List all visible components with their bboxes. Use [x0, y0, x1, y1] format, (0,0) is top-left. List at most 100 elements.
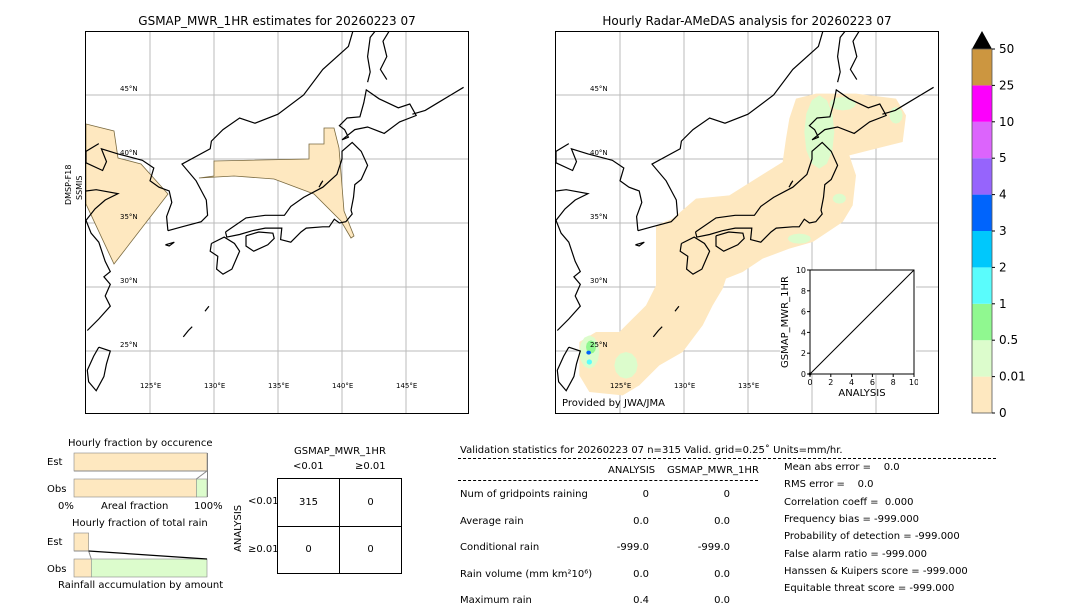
- lat-label: 35°N: [120, 213, 138, 221]
- coastline-kyushu: [209, 236, 241, 275]
- x-tick-label: 4: [849, 378, 854, 387]
- contingency-cell: 0: [367, 497, 374, 508]
- contingency-row-label-1: ≥0.01: [248, 544, 279, 555]
- lon-label: 125°E: [610, 382, 632, 390]
- coastline-china: [555, 189, 590, 331]
- right-map-canvas: [555, 23, 938, 413]
- left-map-title: GSMAP_MWR_1HR estimates for 20260223 07: [138, 14, 416, 28]
- contingency-title: GSMAP_MWR_1HR: [294, 446, 386, 457]
- occurrence-bars: [73, 452, 208, 498]
- lat-label: 25°N: [590, 341, 608, 349]
- colorbar-tick-label: 2: [999, 260, 1007, 274]
- colorbar-tick-label: 4: [999, 188, 1007, 202]
- coastline-korea: [167, 24, 356, 232]
- stats-row-label: Average rain: [460, 515, 524, 527]
- colorbar-segment: [972, 376, 992, 413]
- lat-label: 25°N: [120, 341, 138, 349]
- coastline-shikoku: [715, 231, 745, 252]
- colorbar-segment: [972, 303, 992, 341]
- colorbar-segment: [972, 194, 992, 231]
- coastline-jeju: [635, 241, 645, 247]
- colorbar-extend-arrow: [972, 31, 992, 49]
- stats-col-analysis: ANALYSIS: [608, 465, 656, 476]
- fraction-bar-segment: [73, 452, 208, 472]
- y-tick-label: 2: [801, 349, 806, 358]
- colorbar-segment: [972, 158, 992, 195]
- stats-score: Probability of detection = -999.000: [784, 531, 960, 543]
- y-tick-label: 6: [801, 308, 806, 317]
- fraction-edge: [207, 453, 208, 497]
- colorbar-tick-label: 25: [999, 78, 1014, 92]
- radar-light-rain: [829, 97, 856, 111]
- lat-label: 30°N: [590, 277, 608, 285]
- stats-score: RMS error = 0.0: [784, 479, 874, 491]
- stats-row-label: Conditional rain: [460, 542, 540, 553]
- colorbar-tick-label: 1: [999, 297, 1007, 311]
- radar-rain-area: [579, 93, 906, 396]
- stats-score: Equitable threat score = -999.000: [784, 583, 955, 595]
- stats-row-analysis: 0.0: [633, 568, 649, 580]
- stats-col-divider: [458, 480, 758, 481]
- stats-row-gsmap: 0: [723, 489, 730, 500]
- coastline-sado: [318, 180, 324, 188]
- radar-light-rain: [614, 352, 638, 379]
- lon-label: 125°E: [140, 382, 162, 390]
- coastline-kurils: [412, 86, 464, 115]
- coastline-shikoku: [245, 231, 275, 252]
- sensor-label: SSMIS: [75, 175, 84, 201]
- coastline-korea_w: [555, 143, 643, 231]
- colorbar-segment: [972, 85, 992, 122]
- radar-light-rain: [787, 233, 811, 244]
- coastline-sakhalin: [366, 23, 395, 83]
- y-tick-label: 4: [801, 328, 806, 337]
- data-credit: Provided by JWA/JMA: [562, 398, 665, 409]
- occurrence-xtick-left: 0%: [58, 501, 74, 512]
- lat-label: 45°N: [590, 85, 608, 93]
- coastline-hokkaido: [338, 88, 418, 141]
- radar-rain-blue: [586, 350, 591, 355]
- coastline-china: [85, 189, 120, 331]
- radar-rain-cyan: [586, 359, 592, 365]
- stats-col-gsmap: GSMAP_MWR_1HR: [667, 465, 759, 476]
- total-rain-est-label: Est: [47, 537, 63, 548]
- x-tick-label: 2: [828, 378, 833, 387]
- occurrence-title: Hourly fraction by occurence: [68, 438, 213, 449]
- total-rain-bars: [73, 532, 208, 578]
- right-map-title: Hourly Radar-AMeDAS analysis for 2026022…: [602, 14, 892, 28]
- colorbar: 0 0.01 0.5 1 2 3 4 5 10 25 50: [971, 31, 1025, 420]
- colorbar-tick-label: 0.01: [999, 370, 1025, 384]
- fraction-bar-segment: [73, 532, 89, 552]
- total-rain-xlabel: Rainfall accumulation by amount: [58, 580, 224, 591]
- radar-light-rain: [804, 95, 835, 169]
- colorbar-tick-label: 3: [999, 224, 1007, 238]
- lat-label: 35°N: [590, 213, 608, 221]
- stats-row-analysis: 0.4: [633, 595, 649, 606]
- coastline-jeju: [165, 241, 175, 247]
- contingency-cell: 315: [298, 497, 319, 508]
- contingency-col-label-1: ≥0.01: [355, 461, 386, 472]
- fraction-connector: [88, 550, 208, 560]
- colorbar-tick-label: 50: [999, 42, 1014, 56]
- contingency-cell: 0: [305, 544, 312, 555]
- stats-header: Validation statistics for 20260223 07 n=…: [460, 445, 843, 456]
- lat-label: 45°N: [120, 85, 138, 93]
- satellite-label: DMSP-F18: [64, 164, 73, 205]
- stats-row-label: Maximum rain: [460, 595, 532, 606]
- stats-header-divider: [458, 458, 996, 459]
- colorbar-segment: [972, 49, 992, 86]
- total-rain-obs-label: Obs: [47, 564, 67, 575]
- occurrence-xtick-right: 100%: [194, 501, 223, 512]
- colorbar-segment: [972, 121, 992, 159]
- coastline-ryukyu2: [674, 305, 680, 312]
- stats-row-analysis: 0: [642, 489, 649, 500]
- colorbar-segment: [972, 267, 992, 304]
- contingency-row-axis: ANALYSIS: [233, 504, 244, 552]
- x-tick-label: 0: [807, 378, 812, 387]
- stats-row-gsmap: -999.0: [697, 542, 730, 553]
- lat-label: 40°N: [120, 149, 138, 157]
- left-map-canvas: [85, 23, 468, 413]
- colorbar-tick-label: 0.5: [999, 333, 1018, 347]
- fraction-bar-segment: [73, 558, 92, 578]
- fraction-bar-segment: [196, 478, 208, 498]
